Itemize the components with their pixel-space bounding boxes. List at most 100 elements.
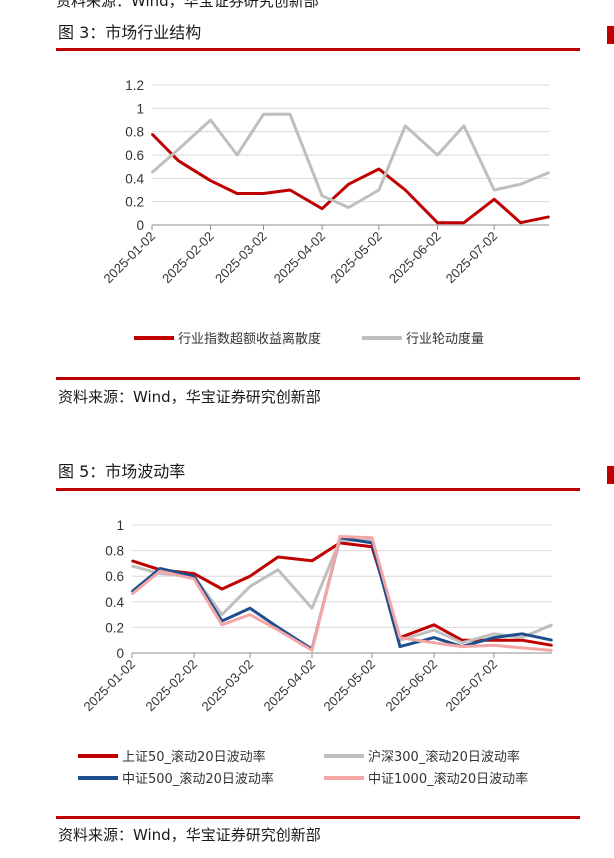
series-4-point (339, 535, 341, 538)
y-tick-label: 0.4 (105, 595, 124, 610)
top-source-note: 资料来源：Wind，华宝证券研究创新部 (56, 0, 319, 10)
x-tick-label: 2025-04-02 (260, 657, 318, 715)
y-tick-label: 0 (116, 646, 124, 661)
series-4-point (551, 649, 553, 652)
y-tick-label: 0.8 (125, 125, 144, 140)
series-4-point (311, 649, 313, 652)
legend-label: 中证500_滚动20日波动率 (122, 771, 274, 787)
fig3-top-rule (56, 48, 580, 51)
series-2-point (493, 632, 495, 635)
series-1-point (377, 168, 380, 170)
series-2-point (151, 171, 153, 174)
x-tick-label: 2025-06-02 (382, 657, 440, 715)
x-tick-label: 2025-07-02 (442, 657, 500, 715)
series-2-point (277, 568, 279, 571)
series-2-point (463, 124, 465, 127)
series-4-point (433, 641, 435, 644)
y-tick-label: 0.2 (105, 620, 124, 635)
series-2-point (433, 629, 435, 631)
series-2-point (551, 623, 553, 626)
fig5-top-rule (56, 488, 580, 491)
series-2-point (131, 565, 133, 567)
series-2-point (436, 154, 439, 156)
series-1-point (548, 215, 550, 218)
fig3-source-note: 资料来源：Wind，华宝证券研究创新部 (58, 388, 321, 406)
series-3-point (193, 575, 195, 578)
series-1-point (493, 639, 495, 642)
x-tick-label: 2025-01-02 (80, 657, 138, 715)
series-1-point (463, 221, 465, 224)
series-2-point (177, 148, 180, 151)
series-1-point (236, 192, 238, 195)
series-4-point (399, 636, 401, 639)
series-1-point (551, 644, 553, 647)
series-1-point (193, 572, 195, 575)
series-1-point (493, 198, 496, 201)
fig3-bottom-rule (56, 377, 580, 380)
legend-label: 上证50_滚动20日波动率 (122, 749, 266, 765)
right-edge-marker (607, 466, 614, 484)
series-4-point (193, 577, 195, 580)
series-1-point (404, 189, 407, 191)
series-2-point (548, 171, 550, 174)
series-2-point (289, 113, 291, 116)
series-line-4 (131, 535, 553, 652)
series-1-point (221, 588, 223, 590)
x-tick-label: 2025-02-02 (142, 657, 200, 715)
fig3-caption: 图 3：市场行业结构 (58, 23, 202, 42)
legend-label: 中证1000_滚动20日波动率 (368, 771, 528, 787)
series-3-point (521, 632, 523, 635)
series-2-point (262, 113, 265, 116)
legend-label: 行业轮动度量 (406, 331, 484, 347)
series-2-point (347, 206, 350, 209)
series-line-3 (131, 536, 553, 651)
series-2-point (321, 194, 324, 197)
series-1-point (249, 575, 251, 578)
y-tick-label: 1.2 (125, 78, 144, 93)
y-tick-label: 0 (136, 218, 144, 233)
series-1-point (277, 556, 279, 558)
series-1-point (436, 221, 439, 224)
legend-label: 行业指数超额收益离散度 (178, 331, 321, 347)
legend-label: 沪深300_滚动20日波动率 (368, 749, 520, 765)
y-tick-label: 0.4 (125, 171, 144, 186)
series-2-point (236, 154, 238, 156)
series-4-point (159, 570, 161, 572)
y-tick-label: 1 (136, 101, 144, 116)
series-1-point (347, 183, 350, 186)
y-tick-label: 0.8 (105, 544, 124, 559)
series-2-point (249, 585, 251, 588)
y-tick-label: 0.6 (105, 569, 124, 584)
series-1-point (519, 221, 522, 224)
series-4-point (521, 646, 523, 649)
series-2-point (521, 636, 523, 639)
series-3-point (249, 607, 251, 610)
y-tick-label: 1 (116, 518, 124, 533)
series-1-point (461, 639, 463, 642)
series-2-point (404, 124, 407, 127)
series-1-point (521, 639, 523, 642)
series-3-point (433, 636, 435, 639)
series-line-1 (131, 541, 553, 647)
right-edge-marker (607, 26, 614, 44)
series-1-point (209, 179, 212, 182)
y-tick-label: 0.2 (125, 195, 144, 210)
series-3-point (399, 645, 401, 648)
fig5-bottom-rule (56, 816, 580, 819)
series-1-point (289, 189, 291, 191)
series-2-point (519, 183, 522, 186)
series-2-point (221, 613, 223, 616)
series-1-point (177, 159, 180, 162)
series-4-point (461, 645, 463, 648)
x-tick-label: 2025-03-02 (198, 657, 256, 715)
series-1-point (151, 133, 153, 135)
series-3-point (277, 626, 279, 629)
series-2-point (209, 119, 212, 121)
series-1-point (262, 192, 265, 195)
series-4-point (371, 536, 373, 539)
series-3-point (551, 639, 553, 642)
series-1-point (311, 559, 313, 562)
fig5-source-note: 资料来源：Wind，华宝证券研究创新部 (58, 826, 321, 844)
